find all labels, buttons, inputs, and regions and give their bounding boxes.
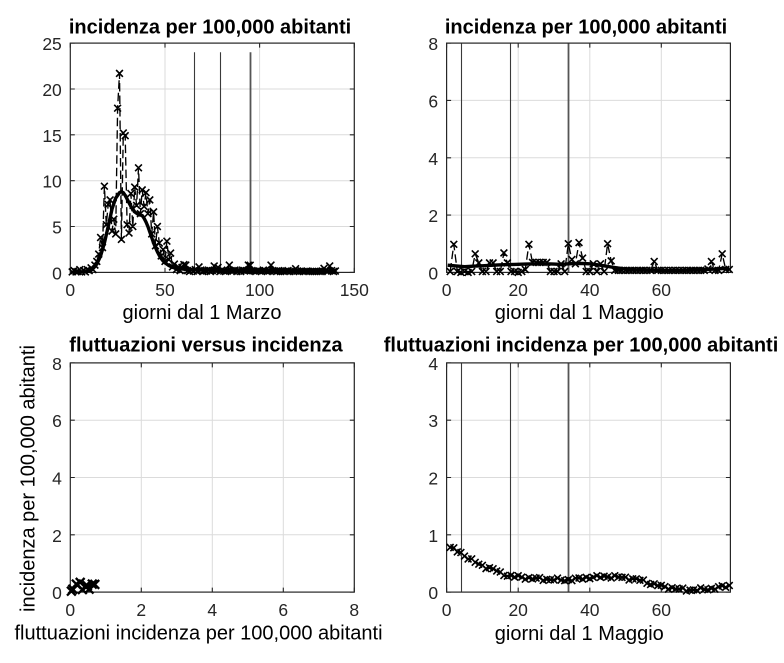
svg-text:giorni dal 1 Maggio: giorni dal 1 Maggio — [495, 623, 664, 645]
svg-text:0: 0 — [442, 280, 452, 300]
svg-text:0: 0 — [428, 583, 438, 603]
svg-text:0: 0 — [65, 280, 75, 300]
svg-text:20: 20 — [508, 600, 528, 620]
svg-text:incidenza per 100,000 abitanti: incidenza per 100,000 abitanti — [18, 345, 40, 612]
svg-text:0: 0 — [428, 263, 438, 283]
svg-text:5: 5 — [52, 218, 62, 238]
svg-text:2: 2 — [136, 600, 146, 620]
svg-text:incidenza per 100,000 abitanti: incidenza per 100,000 abitanti — [445, 17, 727, 39]
svg-text:incidenza per 100,000 abitanti: incidenza per 100,000 abitanti — [69, 17, 351, 39]
svg-text:15: 15 — [42, 126, 61, 146]
svg-text:25: 25 — [42, 34, 61, 54]
svg-text:giorni dal 1 Marzo: giorni dal 1 Marzo — [123, 302, 282, 324]
svg-text:4: 4 — [52, 469, 62, 489]
svg-text:6: 6 — [428, 91, 438, 111]
svg-text:2: 2 — [52, 526, 62, 546]
svg-text:fluttuazioni incidenza per 100: fluttuazioni incidenza per 100,000 abita… — [384, 335, 779, 357]
svg-text:6: 6 — [52, 411, 62, 431]
svg-text:0: 0 — [442, 600, 452, 620]
svg-text:6: 6 — [278, 600, 288, 620]
svg-text:fluttuazioni versus incidenza: fluttuazioni versus incidenza — [69, 335, 343, 357]
svg-text:0: 0 — [52, 583, 62, 603]
svg-text:50: 50 — [155, 280, 175, 300]
svg-text:fluttuazioni incidenza per 100: fluttuazioni incidenza per 100,000 abita… — [14, 623, 382, 645]
svg-text:40: 40 — [580, 280, 600, 300]
svg-text:60: 60 — [652, 600, 672, 620]
svg-text:60: 60 — [652, 280, 672, 300]
svg-text:giorni dal 1 Maggio: giorni dal 1 Maggio — [495, 302, 664, 324]
svg-text:100: 100 — [245, 280, 274, 300]
svg-text:10: 10 — [42, 172, 62, 192]
svg-text:0: 0 — [65, 600, 75, 620]
svg-text:4: 4 — [428, 149, 438, 169]
svg-text:8: 8 — [428, 34, 438, 54]
svg-text:8: 8 — [349, 600, 359, 620]
svg-text:2: 2 — [428, 469, 438, 489]
svg-text:20: 20 — [42, 80, 62, 100]
svg-text:20: 20 — [508, 280, 528, 300]
svg-text:150: 150 — [340, 280, 369, 300]
svg-text:4: 4 — [428, 354, 438, 374]
svg-text:2: 2 — [428, 206, 438, 226]
svg-text:40: 40 — [580, 600, 600, 620]
svg-text:1: 1 — [428, 526, 438, 546]
svg-text:8: 8 — [52, 354, 62, 374]
svg-text:0: 0 — [52, 263, 62, 283]
svg-text:3: 3 — [428, 411, 438, 431]
svg-text:4: 4 — [207, 600, 217, 620]
